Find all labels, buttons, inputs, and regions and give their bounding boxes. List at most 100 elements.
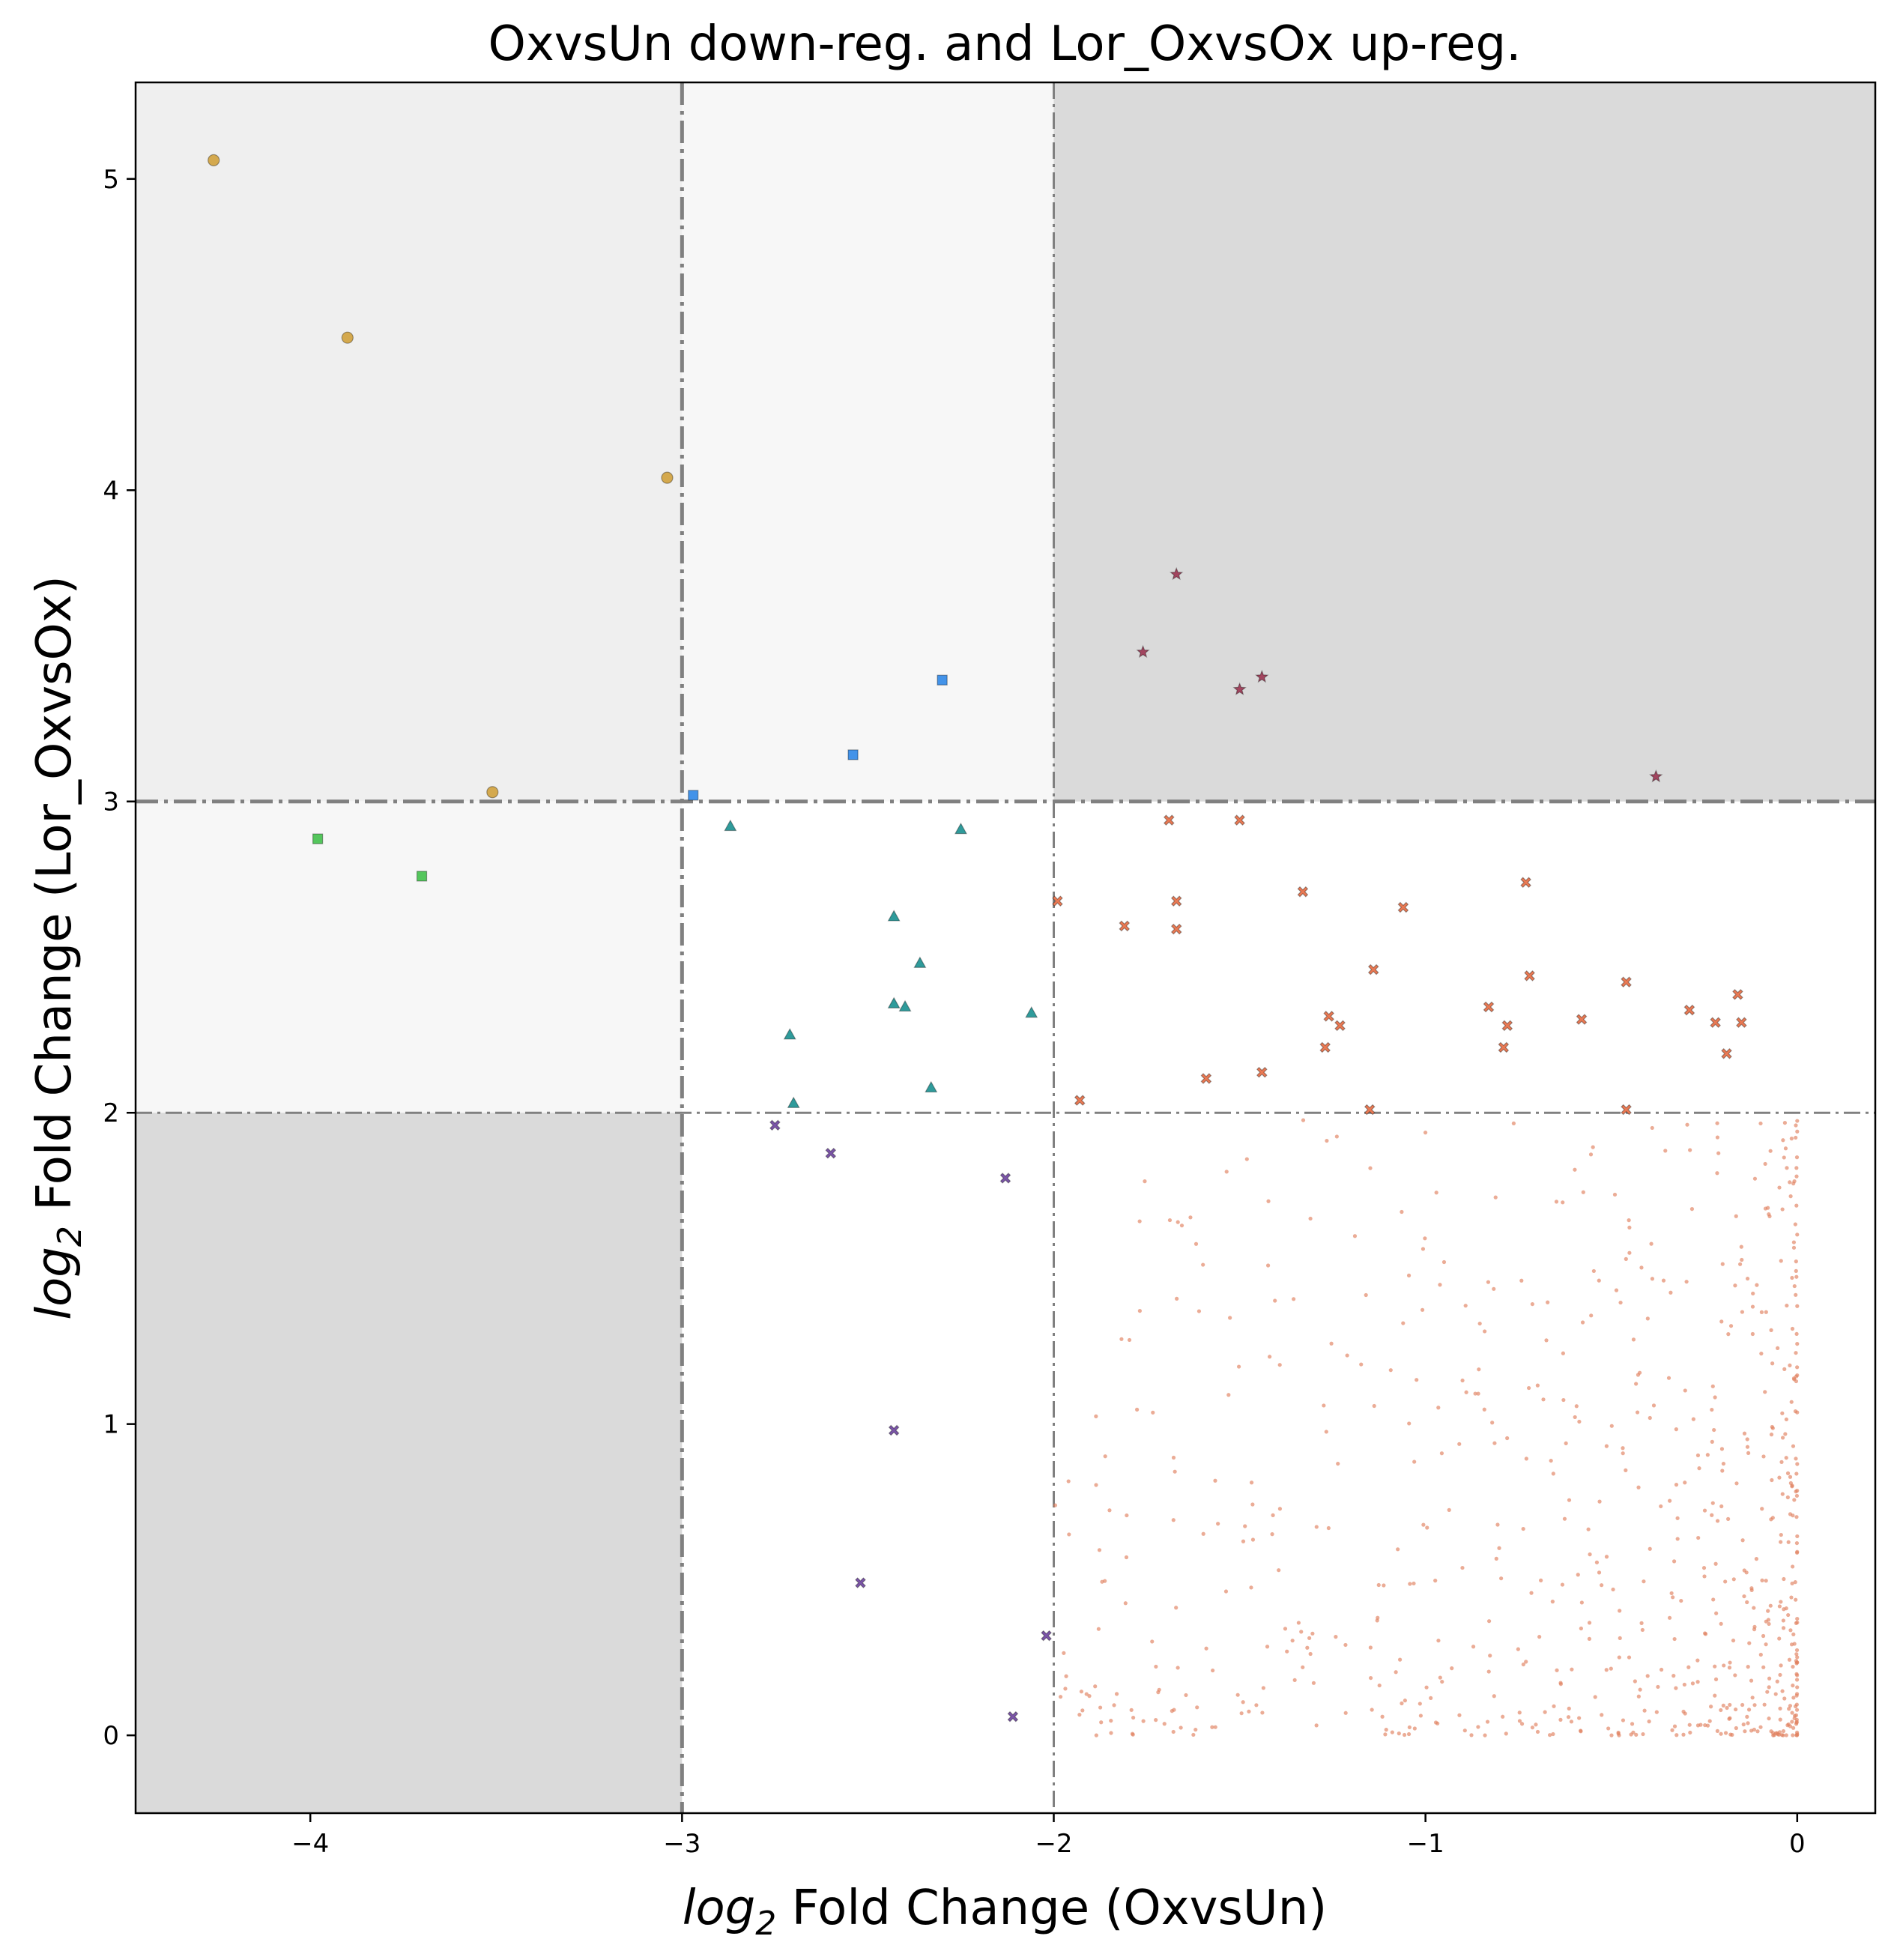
point-dot (1265, 1645, 1270, 1649)
point-dot (1648, 1415, 1652, 1421)
point-dot (1462, 1728, 1467, 1733)
point-dot (1755, 1283, 1759, 1287)
point-dot (1710, 1513, 1714, 1517)
point-dot (1758, 1725, 1763, 1729)
point-dot (1784, 1456, 1788, 1460)
point-dot (1580, 1320, 1585, 1325)
point-dot (1731, 1638, 1736, 1643)
point-square-s2 (688, 790, 699, 801)
point-x-s6 (1170, 895, 1182, 907)
point-dot (1766, 1618, 1770, 1622)
point-dot (1634, 1732, 1639, 1737)
point-dot (1770, 1516, 1775, 1520)
point-x-s6 (1721, 1047, 1732, 1059)
point-dot (1719, 1319, 1724, 1324)
point-dot (1795, 1129, 1800, 1134)
y-tick-label: 4 (103, 476, 119, 506)
point-dot (1650, 1125, 1654, 1131)
point-dot (1788, 1180, 1792, 1185)
point-dot (1239, 1711, 1244, 1716)
point-dot (1745, 1600, 1749, 1605)
point-dot (1710, 1407, 1714, 1412)
point-dot (1794, 1166, 1799, 1170)
point-dot (1789, 1137, 1794, 1141)
point-dot (1770, 1361, 1775, 1366)
point-dot (1681, 1732, 1686, 1737)
point-dot (1752, 1624, 1757, 1629)
point-dot (1794, 1268, 1798, 1273)
point-dot (1792, 1179, 1797, 1184)
point-dot (1728, 1702, 1732, 1708)
point-dot (1711, 1597, 1716, 1602)
point-dot (1407, 1421, 1412, 1426)
point-dot (1709, 1705, 1713, 1709)
point-x-s6 (1364, 1104, 1376, 1116)
point-dot (1535, 1383, 1540, 1388)
point-dot (1674, 1427, 1678, 1432)
point-dot (1226, 1393, 1231, 1397)
point-dot (1794, 1648, 1800, 1653)
point-dot (1740, 1538, 1745, 1543)
point-dot (1788, 1194, 1793, 1199)
point-dot (1788, 1704, 1793, 1708)
point-dot (1236, 1364, 1241, 1369)
point-x-s6 (1074, 1095, 1086, 1106)
point-x-s5 (825, 1147, 837, 1159)
point-dot (1173, 1469, 1177, 1474)
point-dot (1250, 1537, 1256, 1542)
point-dot (1441, 1259, 1447, 1265)
point-dot (1791, 1684, 1795, 1688)
point-dot (1134, 1407, 1140, 1412)
point-dot (1063, 1687, 1068, 1691)
point-dot (1741, 1722, 1746, 1727)
point-dot (1781, 1728, 1786, 1734)
point-x-s6 (1119, 920, 1131, 932)
point-dot (1558, 1682, 1563, 1687)
point-triangle-s4 (783, 1028, 796, 1040)
point-dot (1789, 1642, 1794, 1647)
point-dot (1761, 1454, 1766, 1459)
point-dot (1683, 1711, 1687, 1716)
point-dot (1777, 1185, 1782, 1190)
point-dot (1195, 1705, 1199, 1710)
point-dot (1777, 1604, 1782, 1609)
point-dot (1767, 1212, 1771, 1217)
point-dot (1689, 1207, 1695, 1212)
point-dot (1790, 1275, 1794, 1280)
y-tick-label: 3 (103, 787, 119, 817)
point-dot (1642, 1708, 1647, 1713)
point-dot (1695, 1680, 1700, 1684)
region-0 (136, 82, 683, 802)
point-dot (1277, 1507, 1283, 1511)
point-dot (1211, 1668, 1215, 1673)
point-dot (1782, 1155, 1786, 1160)
point-x-s6 (1576, 1014, 1588, 1025)
point-dot (1053, 1503, 1058, 1507)
point-dot (1308, 1651, 1313, 1657)
point-dot (1529, 1591, 1534, 1595)
point-dot (1401, 1321, 1406, 1325)
point-dot (1292, 1678, 1297, 1683)
point-dot (1368, 1166, 1373, 1170)
point-dot (1671, 1559, 1677, 1564)
point-x-s6 (1520, 877, 1531, 889)
point-dot (1666, 1376, 1671, 1380)
point-dot (1570, 1667, 1574, 1672)
x-axis-label: log2 Fold Change (OxvsUn) (683, 1881, 1328, 1943)
point-dot (1457, 1442, 1462, 1446)
point-dot (1594, 1560, 1600, 1564)
point-dot (1433, 1579, 1438, 1583)
point-dot (1730, 1732, 1734, 1737)
point-dot (1084, 1692, 1089, 1696)
point-dot (1650, 1277, 1655, 1281)
point-dot (1661, 1278, 1666, 1283)
point-dot (1705, 1723, 1710, 1728)
point-dot (1516, 1647, 1520, 1651)
point-dot (1171, 1729, 1176, 1734)
point-dot (1794, 1717, 1799, 1722)
point-dot (1519, 1278, 1524, 1283)
y-tick-label: 0 (103, 1721, 119, 1751)
point-dot (1761, 1633, 1766, 1639)
point-dot (1635, 1410, 1640, 1415)
x-tick-label: −1 (1407, 1829, 1444, 1859)
